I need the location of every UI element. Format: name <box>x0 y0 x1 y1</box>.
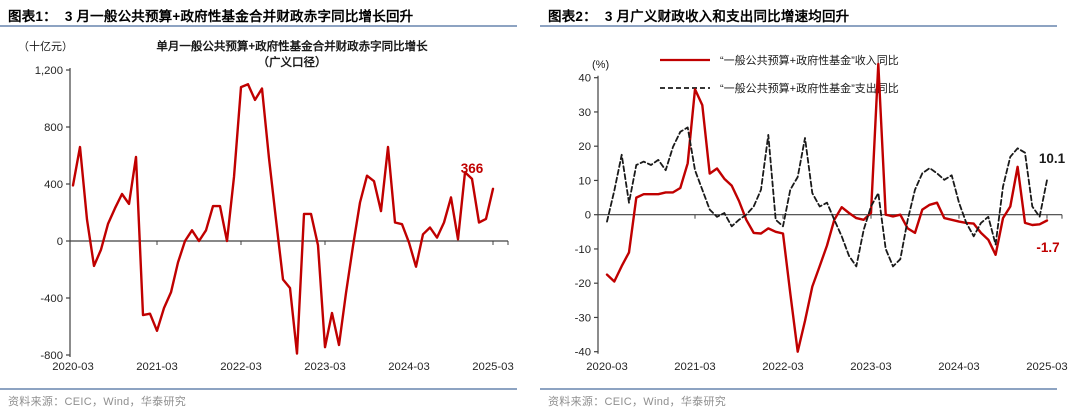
y-tick-label: 30 <box>578 107 591 119</box>
figure2-title: 3 月广义财政收入和支出同比增速均回升 <box>604 9 850 24</box>
title-underline <box>540 25 1057 27</box>
legend-label: “一般公共预算+政府性基金”收入同比 <box>720 53 899 67</box>
end-value-label: 366 <box>461 161 484 176</box>
y-tick-label: 1,200 <box>35 65 63 77</box>
figure1-title: 3 月一般公共预算+政府性基金合并财政赤字同比增长回升 <box>64 9 414 24</box>
x-tick-label: 2023-03 <box>850 361 891 373</box>
y-tick-label: 0 <box>585 210 591 222</box>
y-tick-label: -10 <box>575 244 591 256</box>
figure1-heading: 图表1： 3 月一般公共预算+政府性基金合并财政赤字同比增长回升 <box>8 5 516 25</box>
y-tick-label: 400 <box>44 179 63 191</box>
figure1-label: 图表1： <box>8 9 57 24</box>
figure2-panel: 图表2： 3 月广义财政收入和支出同比增速均回升 40 30 20 10 0 -10 -20 -… <box>540 0 1080 411</box>
x-tick-label: 2020-03 <box>586 361 627 373</box>
figure2-label: 图表2： <box>548 9 597 24</box>
y-tick-label: 20 <box>578 141 591 153</box>
bottom-divider <box>540 388 1057 390</box>
series-line-solid <box>605 62 1049 353</box>
y-tick-label: -30 <box>575 312 591 324</box>
figure2-heading: 图表2： 3 月广义财政收入和支出同比增速均回升 <box>548 5 1056 25</box>
axis-unit-label: （十亿元） <box>18 39 73 53</box>
y-tick-label: 800 <box>44 122 63 134</box>
x-tick-label: 2024-03 <box>388 361 429 373</box>
series-line-dashed <box>606 126 1048 268</box>
bottom-divider <box>0 388 517 390</box>
title-underline <box>0 25 517 27</box>
y-tick-label: -800 <box>40 350 63 362</box>
figure1-panel: 图表1： 3 月一般公共预算+政府性基金合并财政赤字同比增长回升 1,200 800… <box>0 5 517 408</box>
end-value-label: 10.1 <box>1039 151 1066 166</box>
x-tick-label: 2023-03 <box>304 361 345 373</box>
figure2-chart: 40 30 20 10 0 -10 -20 -30 -40 2020-03 2021-03 2022-… <box>575 53 1068 373</box>
x-tick-label: 2024-03 <box>938 361 979 373</box>
axis-unit-label: (%) <box>592 59 609 71</box>
y-tick-label: 0 <box>57 236 63 248</box>
x-tick-label: 2021-03 <box>136 361 177 373</box>
legend-label: “一般公共预算+政府性基金”支出同比 <box>720 81 899 95</box>
y-tick-label: -400 <box>40 293 63 305</box>
y-tick-label: 40 <box>578 73 591 85</box>
x-tick-label: 2020-03 <box>52 361 93 373</box>
x-tick-label: 2022-03 <box>762 361 803 373</box>
chart-inner-subtitle: （广义口径） <box>258 55 327 69</box>
x-tick-label: 2021-03 <box>674 361 715 373</box>
chart-inner-title: 单月一般公共预算+政府性基金合并财政赤字同比增长 <box>156 39 428 53</box>
x-tick-label: 2025-03 <box>472 361 513 373</box>
figure1-source: 资料来源：CEIC，Wind，华泰研究 <box>8 396 187 408</box>
figure2-source: 资料来源：CEIC，Wind，华泰研究 <box>548 396 727 408</box>
series-line-solid <box>71 83 495 355</box>
y-tick-label: -40 <box>575 347 591 359</box>
x-tick-label: 2022-03 <box>220 361 261 373</box>
y-tick-label: -20 <box>575 278 591 290</box>
end-value-label: -1.7 <box>1036 240 1059 255</box>
y-tick-label: 10 <box>578 175 591 187</box>
x-tick-label: 2025-03 <box>1026 361 1067 373</box>
